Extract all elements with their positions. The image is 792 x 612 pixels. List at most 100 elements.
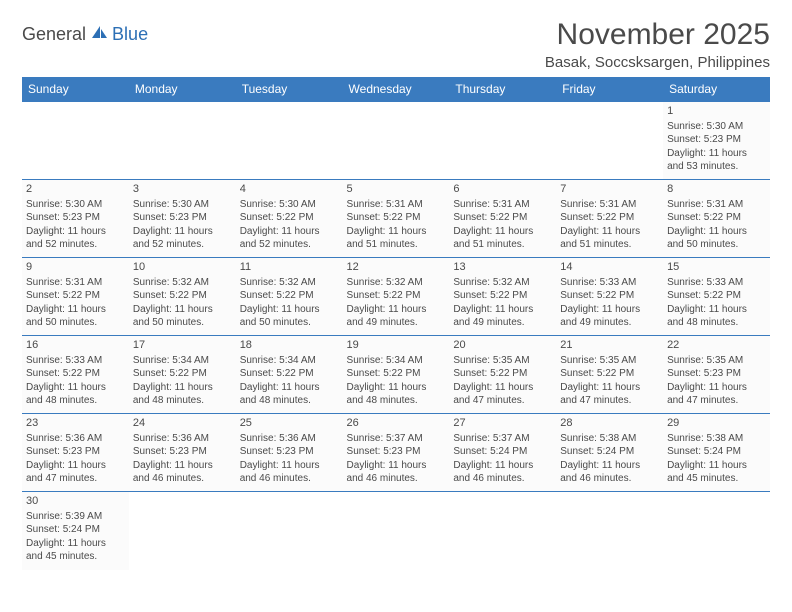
daylight-text: Daylight: 11 hours and 48 minutes.	[26, 381, 125, 408]
day-number: 23	[26, 416, 125, 431]
calendar-cell: 9Sunrise: 5:31 AMSunset: 5:22 PMDaylight…	[22, 258, 129, 336]
calendar-cell: 26Sunrise: 5:37 AMSunset: 5:23 PMDayligh…	[343, 414, 450, 492]
col-monday: Monday	[129, 77, 236, 102]
calendar-cell: 17Sunrise: 5:34 AMSunset: 5:22 PMDayligh…	[129, 336, 236, 414]
day-number: 19	[347, 338, 446, 353]
sunrise-text: Sunrise: 5:36 AM	[133, 432, 232, 446]
sunrise-text: Sunrise: 5:36 AM	[26, 432, 125, 446]
col-saturday: Saturday	[663, 77, 770, 102]
calendar-cell: 21Sunrise: 5:35 AMSunset: 5:22 PMDayligh…	[556, 336, 663, 414]
daylight-text: Daylight: 11 hours and 48 minutes.	[667, 303, 766, 330]
day-number: 27	[453, 416, 552, 431]
sunrise-text: Sunrise: 5:37 AM	[453, 432, 552, 446]
logo-text-blue: Blue	[112, 24, 148, 45]
daylight-text: Daylight: 11 hours and 53 minutes.	[667, 147, 766, 174]
sunset-text: Sunset: 5:22 PM	[560, 289, 659, 303]
daylight-text: Daylight: 11 hours and 49 minutes.	[453, 303, 552, 330]
day-number: 12	[347, 260, 446, 275]
calendar-table: Sunday Monday Tuesday Wednesday Thursday…	[22, 77, 770, 570]
day-number: 4	[240, 182, 339, 197]
sunrise-text: Sunrise: 5:30 AM	[240, 198, 339, 212]
sunset-text: Sunset: 5:22 PM	[26, 367, 125, 381]
logo-text-general: General	[22, 24, 86, 45]
sunset-text: Sunset: 5:22 PM	[453, 211, 552, 225]
calendar-cell	[556, 492, 663, 570]
sunset-text: Sunset: 5:22 PM	[240, 367, 339, 381]
daylight-text: Daylight: 11 hours and 52 minutes.	[133, 225, 232, 252]
calendar-cell: 15Sunrise: 5:33 AMSunset: 5:22 PMDayligh…	[663, 258, 770, 336]
sunset-text: Sunset: 5:22 PM	[347, 211, 446, 225]
sunrise-text: Sunrise: 5:30 AM	[667, 120, 766, 134]
daylight-text: Daylight: 11 hours and 47 minutes.	[667, 381, 766, 408]
sunset-text: Sunset: 5:22 PM	[667, 289, 766, 303]
calendar-cell	[22, 102, 129, 180]
calendar-cell	[556, 102, 663, 180]
sunset-text: Sunset: 5:23 PM	[26, 211, 125, 225]
col-thursday: Thursday	[449, 77, 556, 102]
sunset-text: Sunset: 5:22 PM	[453, 289, 552, 303]
daylight-text: Daylight: 11 hours and 51 minutes.	[347, 225, 446, 252]
calendar-cell: 2Sunrise: 5:30 AMSunset: 5:23 PMDaylight…	[22, 180, 129, 258]
calendar-week-row: 30Sunrise: 5:39 AMSunset: 5:24 PMDayligh…	[22, 492, 770, 570]
day-number: 28	[560, 416, 659, 431]
sunset-text: Sunset: 5:23 PM	[133, 211, 232, 225]
sunset-text: Sunset: 5:23 PM	[26, 445, 125, 459]
col-wednesday: Wednesday	[343, 77, 450, 102]
calendar-cell	[663, 492, 770, 570]
daylight-text: Daylight: 11 hours and 46 minutes.	[240, 459, 339, 486]
sunset-text: Sunset: 5:22 PM	[240, 289, 339, 303]
calendar-cell	[449, 492, 556, 570]
day-number: 11	[240, 260, 339, 275]
sunrise-text: Sunrise: 5:31 AM	[453, 198, 552, 212]
sunset-text: Sunset: 5:22 PM	[453, 367, 552, 381]
day-number: 21	[560, 338, 659, 353]
day-number: 15	[667, 260, 766, 275]
day-number: 1	[667, 104, 766, 119]
calendar-cell: 1Sunrise: 5:30 AMSunset: 5:23 PMDaylight…	[663, 102, 770, 180]
calendar-cell: 4Sunrise: 5:30 AMSunset: 5:22 PMDaylight…	[236, 180, 343, 258]
day-number: 26	[347, 416, 446, 431]
day-number: 20	[453, 338, 552, 353]
daylight-text: Daylight: 11 hours and 49 minutes.	[560, 303, 659, 330]
sunset-text: Sunset: 5:24 PM	[453, 445, 552, 459]
calendar-cell: 8Sunrise: 5:31 AMSunset: 5:22 PMDaylight…	[663, 180, 770, 258]
daylight-text: Daylight: 11 hours and 48 minutes.	[133, 381, 232, 408]
sunrise-text: Sunrise: 5:33 AM	[667, 276, 766, 290]
sunrise-text: Sunrise: 5:31 AM	[667, 198, 766, 212]
logo-sail-icon	[90, 24, 110, 45]
sunset-text: Sunset: 5:22 PM	[133, 367, 232, 381]
daylight-text: Daylight: 11 hours and 47 minutes.	[453, 381, 552, 408]
calendar-cell: 24Sunrise: 5:36 AMSunset: 5:23 PMDayligh…	[129, 414, 236, 492]
col-tuesday: Tuesday	[236, 77, 343, 102]
sunrise-text: Sunrise: 5:36 AM	[240, 432, 339, 446]
day-number: 22	[667, 338, 766, 353]
col-friday: Friday	[556, 77, 663, 102]
day-number: 13	[453, 260, 552, 275]
day-number: 6	[453, 182, 552, 197]
header: General Blue November 2025 Basak, Soccsk…	[22, 18, 770, 71]
sunrise-text: Sunrise: 5:34 AM	[240, 354, 339, 368]
sunset-text: Sunset: 5:22 PM	[347, 289, 446, 303]
daylight-text: Daylight: 11 hours and 48 minutes.	[240, 381, 339, 408]
daylight-text: Daylight: 11 hours and 52 minutes.	[26, 225, 125, 252]
calendar-cell: 14Sunrise: 5:33 AMSunset: 5:22 PMDayligh…	[556, 258, 663, 336]
day-number: 18	[240, 338, 339, 353]
daylight-text: Daylight: 11 hours and 47 minutes.	[26, 459, 125, 486]
calendar-week-row: 9Sunrise: 5:31 AMSunset: 5:22 PMDaylight…	[22, 258, 770, 336]
calendar-cell: 7Sunrise: 5:31 AMSunset: 5:22 PMDaylight…	[556, 180, 663, 258]
calendar-week-row: 1Sunrise: 5:30 AMSunset: 5:23 PMDaylight…	[22, 102, 770, 180]
sunset-text: Sunset: 5:22 PM	[667, 211, 766, 225]
calendar-cell: 6Sunrise: 5:31 AMSunset: 5:22 PMDaylight…	[449, 180, 556, 258]
day-number: 29	[667, 416, 766, 431]
calendar-cell	[449, 102, 556, 180]
calendar-header-row: Sunday Monday Tuesday Wednesday Thursday…	[22, 77, 770, 102]
sunset-text: Sunset: 5:22 PM	[560, 211, 659, 225]
daylight-text: Daylight: 11 hours and 46 minutes.	[560, 459, 659, 486]
sunrise-text: Sunrise: 5:39 AM	[26, 510, 125, 524]
sunset-text: Sunset: 5:23 PM	[667, 133, 766, 147]
calendar-cell: 30Sunrise: 5:39 AMSunset: 5:24 PMDayligh…	[22, 492, 129, 570]
page-title: November 2025	[545, 18, 770, 52]
sunrise-text: Sunrise: 5:32 AM	[347, 276, 446, 290]
sunrise-text: Sunrise: 5:31 AM	[26, 276, 125, 290]
day-number: 16	[26, 338, 125, 353]
